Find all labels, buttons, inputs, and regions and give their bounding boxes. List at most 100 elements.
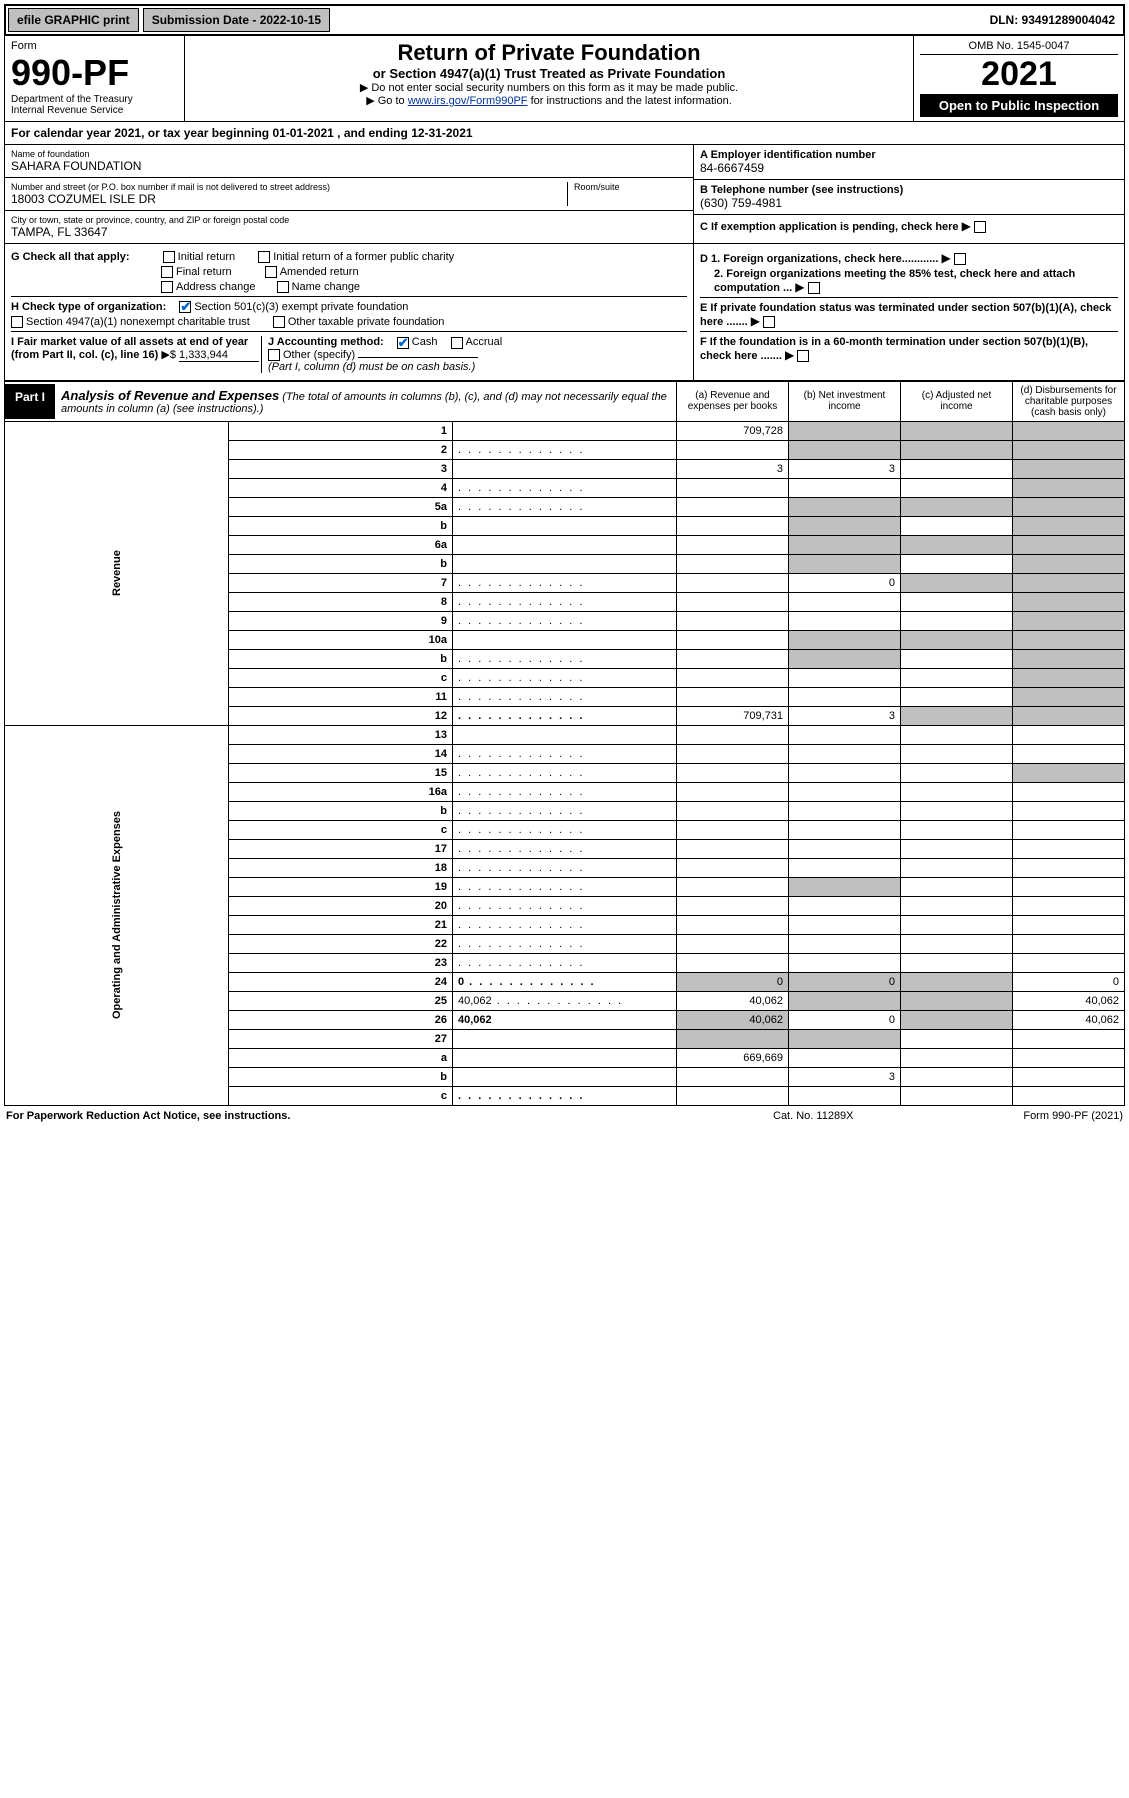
line-number: 27 — [229, 1029, 453, 1048]
line-description: 40,062 — [453, 1010, 677, 1029]
cell-col-c — [901, 421, 1013, 440]
cell-col-a: 669,669 — [677, 1048, 789, 1067]
cell-col-a — [677, 820, 789, 839]
efile-graphic-print-button[interactable]: efile GRAPHIC print — [8, 8, 139, 32]
line-description: 40,062 — [453, 991, 677, 1010]
j-other-checkbox[interactable] — [268, 349, 280, 361]
cell-col-c — [901, 706, 1013, 725]
cell-col-a — [677, 782, 789, 801]
cell-col-c — [901, 725, 1013, 744]
cell-col-c — [901, 744, 1013, 763]
line-description — [453, 934, 677, 953]
c-checkbox[interactable] — [974, 221, 986, 233]
g-initial-former[interactable] — [258, 251, 270, 263]
line-description — [453, 440, 677, 459]
cell-col-d — [1013, 801, 1125, 820]
dept-treasury: Department of the Treasury — [11, 94, 178, 105]
j-accrual-checkbox[interactable] — [451, 337, 463, 349]
cell-col-b — [789, 440, 901, 459]
cell-col-b: 0 — [789, 1010, 901, 1029]
d2-checkbox[interactable] — [808, 282, 820, 294]
cell-col-b — [789, 668, 901, 687]
foundation-name: SAHARA FOUNDATION — [11, 159, 687, 173]
line-description — [453, 1029, 677, 1048]
cell-col-a: 709,731 — [677, 706, 789, 725]
cell-col-c — [901, 877, 1013, 896]
cell-col-d — [1013, 554, 1125, 573]
header-left: Form 990-PF Department of the Treasury I… — [5, 36, 185, 121]
cell-col-b — [789, 744, 901, 763]
cell-col-b — [789, 1086, 901, 1105]
h-4947-checkbox[interactable] — [11, 316, 23, 328]
g-initial-return[interactable] — [163, 251, 175, 263]
line-description — [453, 421, 677, 440]
line-number: b — [229, 801, 453, 820]
cell-col-d — [1013, 592, 1125, 611]
g-name-change[interactable] — [277, 281, 289, 293]
cell-col-d — [1013, 839, 1125, 858]
line-number: 10a — [229, 630, 453, 649]
cell-col-d — [1013, 459, 1125, 478]
cell-col-a — [677, 535, 789, 554]
cell-col-d: 40,062 — [1013, 1010, 1125, 1029]
line-description — [453, 554, 677, 573]
cell-col-d — [1013, 934, 1125, 953]
cell-col-d — [1013, 687, 1125, 706]
cell-col-a — [677, 611, 789, 630]
f-checkbox[interactable] — [797, 350, 809, 362]
line-number: 12 — [229, 706, 453, 725]
line-description — [453, 668, 677, 687]
tax-year: 2021 — [920, 55, 1118, 94]
cell-col-b — [789, 535, 901, 554]
cat-no: Cat. No. 11289X — [773, 1110, 973, 1122]
cell-col-d — [1013, 1029, 1125, 1048]
g-final-return[interactable] — [161, 266, 173, 278]
cell-col-c — [901, 763, 1013, 782]
address-label: Number and street (or P.O. box number if… — [11, 182, 567, 192]
cell-col-d — [1013, 1086, 1125, 1105]
cell-col-a: 3 — [677, 459, 789, 478]
cell-col-a — [677, 744, 789, 763]
cell-col-a — [677, 934, 789, 953]
h-501c3-checkbox[interactable] — [179, 301, 191, 313]
expenses-side-label: Operating and Administrative Expenses — [5, 725, 229, 1105]
cell-col-c — [901, 630, 1013, 649]
part1-tag: Part I — [5, 384, 55, 419]
line-number: 14 — [229, 744, 453, 763]
cell-col-c — [901, 972, 1013, 991]
line-number: 16a — [229, 782, 453, 801]
cell-col-d — [1013, 497, 1125, 516]
irs-link[interactable]: www.irs.gov/Form990PF — [408, 95, 528, 107]
cell-col-b: 0 — [789, 573, 901, 592]
cell-col-a — [677, 896, 789, 915]
line-number: a — [229, 1048, 453, 1067]
h-other-taxable-checkbox[interactable] — [273, 316, 285, 328]
line-description — [453, 706, 677, 725]
line-description — [453, 877, 677, 896]
cell-col-c — [901, 440, 1013, 459]
d1-checkbox[interactable] — [954, 253, 966, 265]
line-number: 7 — [229, 573, 453, 592]
cell-col-b — [789, 687, 901, 706]
cell-col-a — [677, 630, 789, 649]
cell-col-b — [789, 915, 901, 934]
line-description — [453, 820, 677, 839]
line-description — [453, 801, 677, 820]
cell-col-b: 3 — [789, 706, 901, 725]
line-number: b — [229, 516, 453, 535]
g-address-change[interactable] — [161, 281, 173, 293]
cell-col-a — [677, 592, 789, 611]
line-number: 6a — [229, 535, 453, 554]
line-description — [453, 744, 677, 763]
g-amended-return[interactable] — [265, 266, 277, 278]
line-description — [453, 459, 677, 478]
line-description — [453, 516, 677, 535]
cell-col-d — [1013, 421, 1125, 440]
cell-col-a — [677, 668, 789, 687]
e-checkbox[interactable] — [763, 316, 775, 328]
line-description — [453, 1048, 677, 1067]
line-number: 23 — [229, 953, 453, 972]
j-cash-checkbox[interactable] — [397, 337, 409, 349]
cell-col-a — [677, 1029, 789, 1048]
cell-col-c — [901, 592, 1013, 611]
